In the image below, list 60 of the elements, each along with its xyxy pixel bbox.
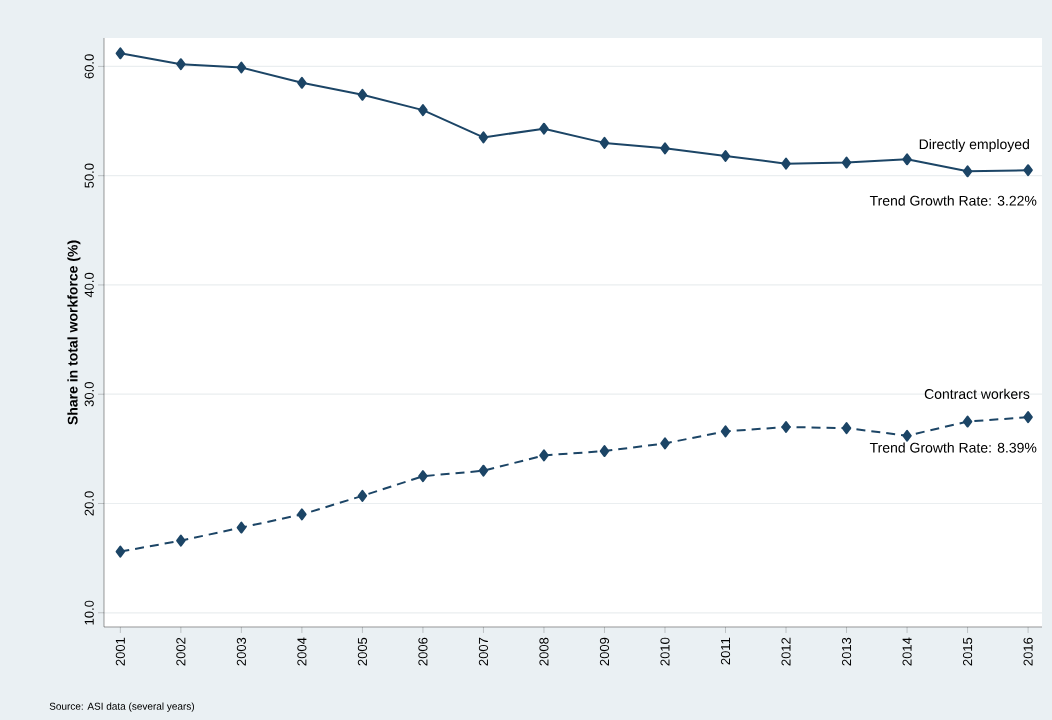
point [539,122,549,135]
point [539,449,549,462]
point [236,61,247,74]
x-tick-label: 2004 [297,637,307,666]
point [176,534,186,547]
point [418,104,428,117]
y-tick-label: 60.0 [84,54,94,79]
point [176,58,186,71]
annotation: Trend Growth Rate: 3.22% [869,195,1037,206]
y-tick-label: 20.0 [84,491,94,516]
point [236,521,247,534]
x-tick-label: 2011 [720,637,731,665]
x-tick-label: 2013 [841,637,852,666]
point [297,76,307,89]
point [297,508,307,521]
point [841,422,852,435]
x-tick-label: 2002 [176,637,186,666]
point [660,437,670,450]
point [781,421,791,434]
point [841,156,852,169]
point [599,445,610,458]
series-label: Directly employed [919,138,1029,153]
point [962,165,973,178]
x-tick-label: 2016 [1023,637,1033,666]
y-axis-title: Share in total workforce (%) [67,240,81,425]
point [599,136,610,149]
point [357,88,368,101]
point [902,429,912,442]
x-tick-label: 2001 [115,637,125,666]
x-tick-label: 2014 [902,637,912,666]
x-tick-label: 2008 [539,637,549,666]
point [720,150,731,162]
point [418,470,428,483]
point [478,464,489,477]
y-tick-label: 40.0 [84,272,94,298]
point [115,545,126,558]
y-tick-label: 30.0 [84,382,94,407]
point [902,153,912,166]
y-tick-label: 50.0 [84,163,94,188]
x-tick-label: 2015 [962,637,973,666]
x-tick-label: 2006 [418,637,428,666]
x-tick-label: 2009 [599,637,610,666]
x-tick-label: 2007 [478,637,489,666]
y-tick-label: 10.0 [84,600,94,625]
x-tick-label: 2010 [660,637,670,666]
point [478,131,489,144]
x-tick-label: 2012 [781,637,791,666]
point [1023,164,1033,177]
point [115,47,126,60]
source-note: Source: ASI data (several years) [49,702,194,712]
point [720,425,731,438]
annotation: Trend Growth Rate: 8.39% [869,442,1037,453]
series-label: Contract workers [924,388,1030,399]
point [357,489,368,502]
point [660,142,670,155]
point [962,415,973,428]
x-tick-label: 2005 [357,637,368,666]
x-tick-label: 2003 [236,637,246,666]
point [1023,411,1033,424]
point [781,157,791,170]
